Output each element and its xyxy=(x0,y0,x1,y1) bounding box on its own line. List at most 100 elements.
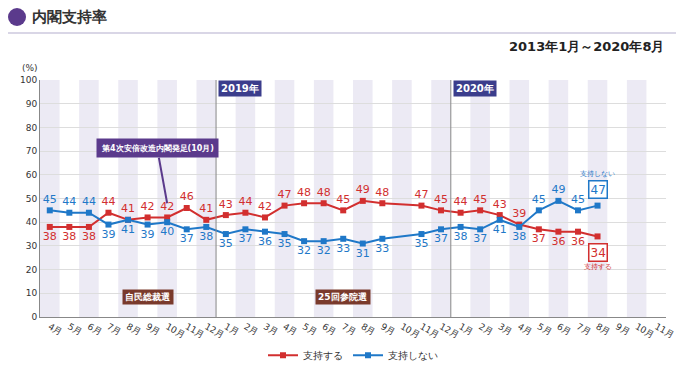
svg-text:39: 39 xyxy=(141,228,155,241)
svg-text:32: 32 xyxy=(317,244,331,257)
svg-text:支持しない: 支持しない xyxy=(580,170,615,178)
svg-text:35: 35 xyxy=(278,237,292,250)
svg-text:45: 45 xyxy=(336,193,350,206)
svg-text:38: 38 xyxy=(82,230,96,243)
svg-text:38: 38 xyxy=(43,230,57,243)
svg-text:7月: 7月 xyxy=(340,321,358,337)
svg-text:2020年: 2020年 xyxy=(456,83,494,94)
svg-text:60: 60 xyxy=(26,170,38,180)
svg-text:38: 38 xyxy=(199,230,213,243)
svg-text:2月: 2月 xyxy=(477,321,495,337)
svg-text:45: 45 xyxy=(532,193,546,206)
svg-text:49: 49 xyxy=(551,183,565,196)
svg-text:4月: 4月 xyxy=(281,321,299,337)
svg-text:31: 31 xyxy=(356,247,370,260)
svg-text:7月: 7月 xyxy=(105,321,123,337)
svg-text:5月: 5月 xyxy=(301,321,319,337)
svg-text:30: 30 xyxy=(26,241,38,251)
svg-text:自民総裁選: 自民総裁選 xyxy=(125,292,171,302)
svg-text:34: 34 xyxy=(591,246,606,260)
svg-text:3月: 3月 xyxy=(496,321,514,337)
svg-text:2019年: 2019年 xyxy=(221,83,259,94)
svg-text:支持する: 支持する xyxy=(584,263,612,271)
svg-text:9月: 9月 xyxy=(379,321,397,337)
svg-text:38: 38 xyxy=(512,230,526,243)
svg-text:25回参院選: 25回参院選 xyxy=(318,292,368,302)
svg-text:43: 43 xyxy=(219,198,233,211)
svg-text:6月: 6月 xyxy=(555,321,573,337)
svg-text:48: 48 xyxy=(317,186,331,199)
svg-text:80: 80 xyxy=(26,123,38,133)
svg-text:37: 37 xyxy=(238,232,252,245)
svg-text:36: 36 xyxy=(551,235,565,248)
svg-text:44: 44 xyxy=(82,195,96,208)
svg-text:9月: 9月 xyxy=(144,321,162,337)
svg-text:4月: 4月 xyxy=(47,321,65,337)
svg-text:45: 45 xyxy=(434,193,448,206)
svg-text:36: 36 xyxy=(571,235,585,248)
svg-text:8月: 8月 xyxy=(594,321,612,337)
svg-text:48: 48 xyxy=(297,186,311,199)
svg-text:内閣支持率: 内閣支持率 xyxy=(32,8,107,26)
svg-text:4月: 4月 xyxy=(516,321,534,337)
svg-text:50: 50 xyxy=(26,194,38,204)
svg-text:12月: 12月 xyxy=(438,321,461,340)
svg-text:39: 39 xyxy=(512,207,526,220)
svg-text:45: 45 xyxy=(571,193,585,206)
svg-text:42: 42 xyxy=(160,200,174,213)
svg-text:100: 100 xyxy=(20,75,37,85)
svg-text:48: 48 xyxy=(375,186,389,199)
svg-text:41: 41 xyxy=(493,223,507,236)
svg-text:5月: 5月 xyxy=(536,321,554,337)
svg-text:42: 42 xyxy=(258,200,272,213)
svg-text:11月: 11月 xyxy=(418,321,441,340)
svg-text:35: 35 xyxy=(219,237,233,250)
svg-text:37: 37 xyxy=(180,232,194,245)
svg-text:0: 0 xyxy=(31,312,37,322)
svg-text:38: 38 xyxy=(454,230,468,243)
svg-text:9月: 9月 xyxy=(614,321,632,337)
svg-text:36: 36 xyxy=(258,235,272,248)
svg-text:39: 39 xyxy=(101,228,115,241)
svg-text:70: 70 xyxy=(26,146,38,156)
svg-text:37: 37 xyxy=(473,232,487,245)
svg-text:33: 33 xyxy=(375,242,389,255)
svg-text:47: 47 xyxy=(414,188,428,201)
svg-text:41: 41 xyxy=(199,202,213,215)
svg-text:32: 32 xyxy=(297,244,311,257)
svg-text:46: 46 xyxy=(180,190,194,203)
svg-text:43: 43 xyxy=(493,198,507,211)
svg-text:10: 10 xyxy=(26,288,38,298)
svg-text:支持する: 支持する xyxy=(303,350,343,361)
svg-text:41: 41 xyxy=(121,202,135,215)
svg-text:10月: 10月 xyxy=(164,321,187,340)
svg-text:47: 47 xyxy=(278,188,292,201)
svg-text:37: 37 xyxy=(434,232,448,245)
svg-text:40: 40 xyxy=(160,225,174,238)
svg-text:44: 44 xyxy=(62,195,76,208)
svg-text:33: 33 xyxy=(336,242,350,255)
svg-text:41: 41 xyxy=(121,223,135,236)
svg-text:8月: 8月 xyxy=(125,321,143,337)
svg-text:6月: 6月 xyxy=(320,321,338,337)
svg-text:8月: 8月 xyxy=(360,321,378,337)
svg-text:支持しない: 支持しない xyxy=(388,350,438,361)
svg-text:37: 37 xyxy=(532,232,546,245)
svg-text:44: 44 xyxy=(101,195,115,208)
svg-text:38: 38 xyxy=(62,230,76,243)
svg-text:12月: 12月 xyxy=(203,321,226,340)
svg-text:3月: 3月 xyxy=(262,321,280,337)
svg-text:49: 49 xyxy=(356,183,370,196)
svg-text:45: 45 xyxy=(43,193,57,206)
svg-text:7月: 7月 xyxy=(575,321,593,337)
svg-text:10月: 10月 xyxy=(399,321,422,340)
svg-text:44: 44 xyxy=(454,195,468,208)
svg-text:5月: 5月 xyxy=(66,321,84,337)
svg-text:第4次安倍改造内閣発足(10月): 第4次安倍改造内閣発足(10月) xyxy=(101,143,214,153)
svg-text:11月: 11月 xyxy=(183,321,206,340)
svg-text:45: 45 xyxy=(473,193,487,206)
svg-text:47: 47 xyxy=(591,183,606,197)
svg-text:1月: 1月 xyxy=(223,321,241,337)
svg-text:44: 44 xyxy=(238,195,252,208)
svg-text:6月: 6月 xyxy=(86,321,104,337)
